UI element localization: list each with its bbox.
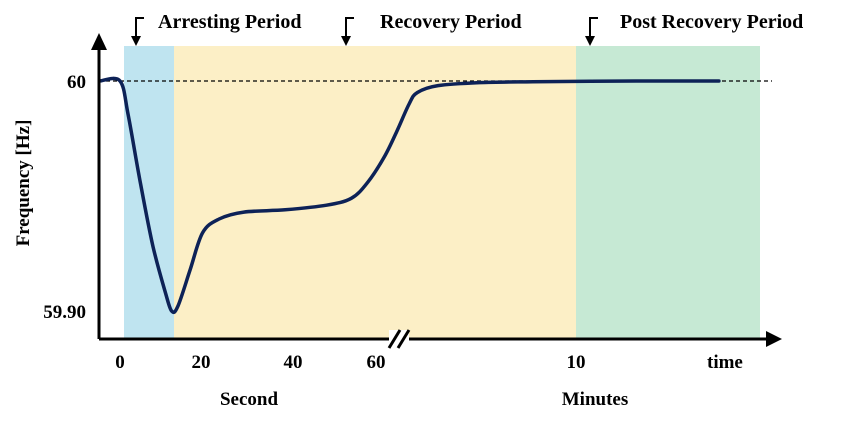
period-marker-arrow [589,17,598,38]
x-axis-end-label: time [707,352,743,373]
x-tick-label-seconds: 20 [192,352,211,373]
axis-break-slash [396,329,411,349]
x-tick-label-seconds: 40 [284,352,303,373]
y-tick-label: 59.90 [43,302,86,323]
period-marker-arrowhead [131,36,141,46]
y-axis-label: Frequency [Hz] [13,120,34,247]
period-marker-arrowhead [341,36,351,46]
period-label: Arresting Period [158,11,302,33]
period-label: Recovery Period [380,11,522,33]
axis-break-gap [389,330,409,348]
period-band [174,46,576,339]
period-bands [124,46,760,339]
period-marker-arrowhead [585,36,595,46]
x-axis-arrowhead [766,331,782,347]
y-axis-arrowhead [91,33,107,50]
period-marker-arrow [135,17,144,38]
axis-break-slash [387,329,402,349]
period-band [576,46,760,339]
x-tick-label-minutes: 10 [567,352,586,373]
period-marker-arrow [345,17,354,38]
x-group-label-seconds: Second [220,389,279,410]
x-tick-label-seconds: 60 [367,352,386,373]
frequency-series-line [98,76,721,315]
x-tick-label-seconds: 0 [115,352,125,373]
period-labels: Arresting Period Recovery Period Post Reco… [131,11,803,46]
tick-labels: 60 59.90 0 20 40 60 10 [43,72,585,373]
period-label: Post Recovery Period [620,11,803,33]
axes [91,33,782,349]
x-group-label-minutes: Minutes [562,389,629,410]
y-tick-label: 60 [67,72,86,93]
